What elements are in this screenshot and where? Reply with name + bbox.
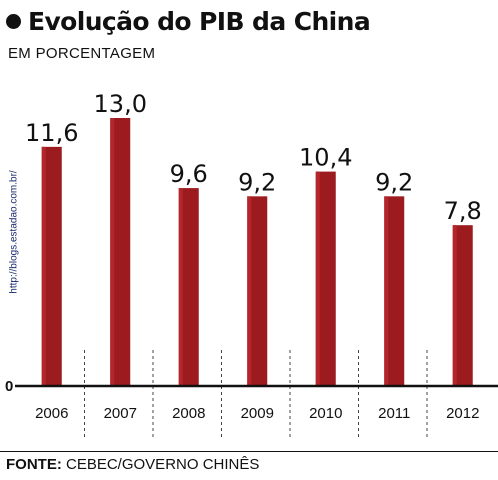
footer-rule	[0, 451, 498, 452]
bar-highlight	[384, 196, 389, 386]
value-label: 9,2	[375, 168, 413, 196]
source-label: FONTE:	[6, 456, 62, 473]
title-row: Evolução do PIB da China	[6, 4, 371, 38]
value-label: 9,6	[170, 160, 208, 188]
baseline-label: 0	[5, 378, 13, 395]
bar	[178, 188, 199, 386]
bar-highlight	[110, 118, 115, 386]
bar	[41, 146, 62, 386]
source-note: FONTE: CEBEC/GOVERNO CHINÊS	[6, 456, 259, 473]
bar	[452, 225, 473, 386]
value-label: 10,4	[299, 144, 352, 172]
source-text: CEBEC/GOVERNO CHINÊS	[61, 456, 260, 473]
bar-highlight	[178, 188, 183, 386]
value-label: 7,8	[444, 197, 482, 225]
bar	[384, 196, 405, 386]
tick-label: 2010	[309, 405, 342, 422]
chart-title: Evolução do PIB da China	[28, 6, 371, 36]
tick-label: 2007	[104, 405, 137, 422]
tick-label: 2011	[378, 405, 410, 422]
bar	[110, 118, 131, 386]
bar-highlight	[315, 171, 320, 386]
bar	[315, 171, 336, 386]
chart-subtitle: EM PORCENTAGEM	[8, 45, 156, 62]
value-label: 13,0	[94, 90, 147, 118]
bullet-icon	[6, 13, 21, 29]
tick-label: 2008	[172, 405, 205, 422]
bar	[247, 196, 268, 386]
bar-highlight	[41, 146, 46, 386]
tick-label: 2006	[35, 405, 68, 422]
value-label: 9,2	[238, 168, 276, 196]
tick-label: 2012	[446, 405, 479, 422]
value-label: 11,6	[25, 119, 78, 147]
bar-highlight	[452, 225, 457, 386]
tick-label: 2009	[241, 405, 274, 422]
bar-highlight	[247, 196, 252, 386]
